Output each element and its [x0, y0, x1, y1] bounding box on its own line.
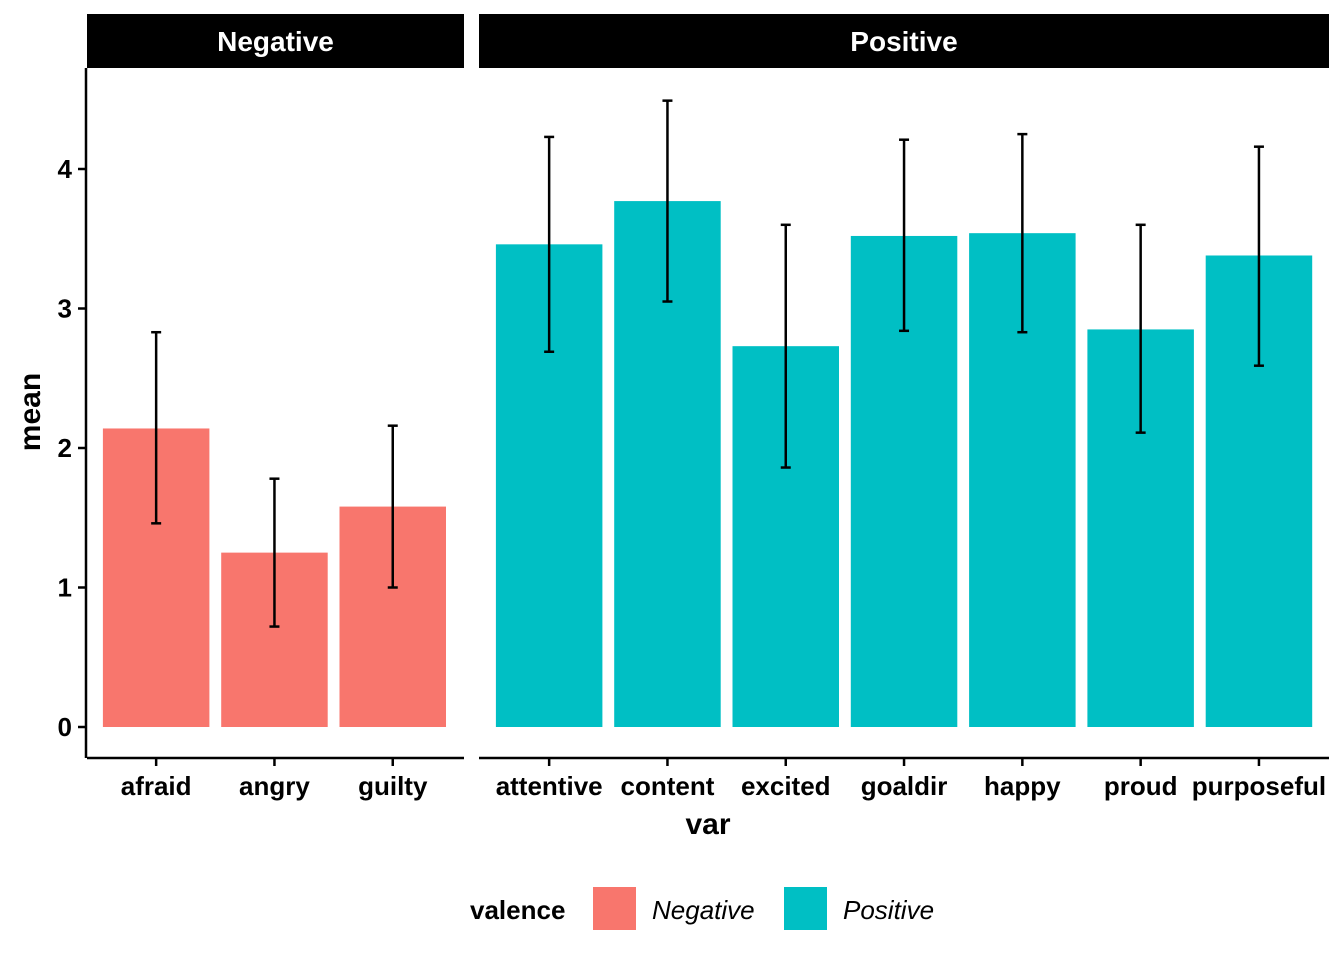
- panel-negative: Negative afraid angry guilty: [87, 14, 464, 801]
- y-tick-label-3: 3: [58, 294, 72, 324]
- x-tick-label-goaldir: goaldir: [861, 771, 948, 801]
- x-tick-label-proud: proud: [1104, 771, 1178, 801]
- y-tick-label-2: 2: [58, 433, 72, 463]
- x-axis-title: var: [685, 808, 730, 841]
- x-tick-label-excited: excited: [741, 771, 831, 801]
- legend: valence Negative Positive: [470, 887, 934, 930]
- x-tick-label-purposeful: purposeful: [1192, 771, 1326, 801]
- facet-strip: [479, 14, 1329, 68]
- y-tick-label-1: 1: [58, 573, 72, 603]
- facet-strip-label: Negative: [217, 26, 334, 57]
- legend-key-positive: [784, 887, 827, 930]
- y-axis-title: mean: [14, 373, 47, 451]
- panel-positive: Positive attentive content excited goaldir ha…: [479, 14, 1329, 801]
- x-tick-label-happy: happy: [984, 771, 1061, 801]
- facet-strip: [87, 14, 464, 68]
- panels-layer: Negative afraid angry guilty Positive attenti…: [87, 14, 1329, 801]
- legend-key-negative: [593, 887, 636, 930]
- x-tick-label-attentive: attentive: [496, 771, 603, 801]
- facet-strip-label: Positive: [850, 26, 957, 57]
- x-tick-label-guilty: guilty: [358, 771, 428, 801]
- legend-title: valence: [470, 895, 565, 925]
- legend-label-positive: Positive: [843, 895, 934, 925]
- x-tick-label-content: content: [621, 771, 715, 801]
- y-tick-label-0: 0: [58, 712, 72, 742]
- y-tick-label-4: 4: [58, 154, 73, 184]
- y-axis: 0 1 2 3 4: [58, 68, 88, 758]
- x-tick-label-afraid: afraid: [121, 771, 192, 801]
- x-tick-label-angry: angry: [239, 771, 310, 801]
- legend-label-negative: Negative: [652, 895, 755, 925]
